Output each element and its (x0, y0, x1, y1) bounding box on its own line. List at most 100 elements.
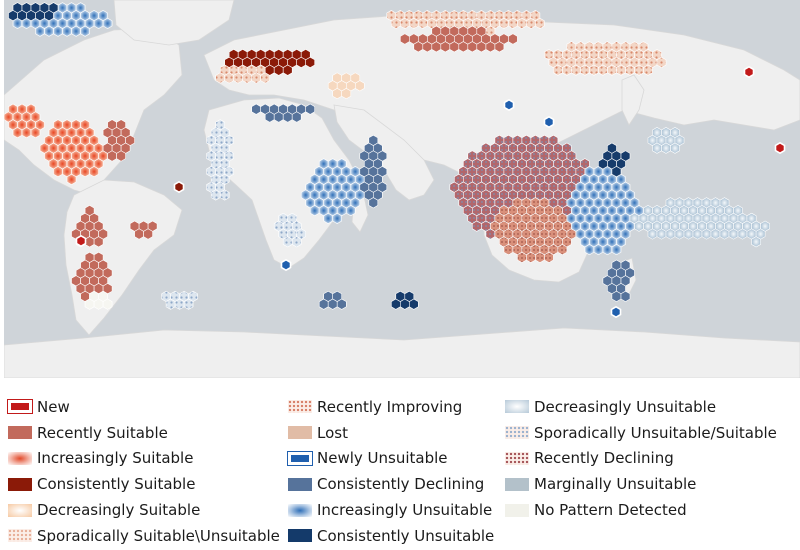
hex-cell (499, 17, 509, 29)
hex-cell (656, 228, 667, 240)
hex-cell (273, 111, 284, 123)
hex-cell (336, 298, 347, 310)
hex-cell (701, 228, 712, 240)
hex-cell (526, 251, 536, 263)
legend-swatch (8, 426, 32, 440)
hex-cell (508, 17, 518, 29)
hex-cell-highlight (503, 98, 515, 112)
legend-swatch (505, 477, 529, 491)
hex-cell (21, 127, 32, 139)
hex-cell-highlight (173, 180, 185, 194)
hex-cell (683, 228, 694, 240)
hex-cell (399, 298, 410, 310)
greenland (113, 0, 235, 46)
hex-cell (84, 236, 95, 248)
hex-cell (291, 236, 302, 248)
hex-cell (107, 150, 117, 162)
antarctica (4, 327, 800, 378)
legend-label: New (37, 397, 70, 416)
legend-item-marginally-unsuitable: Marginally Unsuitable (505, 471, 777, 497)
hex-cell (413, 41, 424, 53)
hex-cell (44, 25, 54, 37)
legend-label: Newly Unsuitable (317, 449, 448, 468)
hex-cell (143, 228, 153, 240)
hex-cell (471, 220, 482, 232)
legend-swatch (288, 503, 312, 517)
hex-cell (728, 228, 739, 240)
hex-cell (345, 205, 356, 217)
hex-cell (44, 10, 54, 22)
legend-swatch (288, 426, 312, 440)
hex-cell (53, 25, 63, 37)
legend-item-no-pattern-detected: No Pattern Detected (505, 497, 777, 523)
legend-swatch (287, 450, 313, 466)
hex-cell (35, 10, 45, 22)
hex-cell (12, 127, 23, 139)
hex-cell (368, 197, 379, 209)
hex-cell (710, 228, 721, 240)
map-svg (4, 0, 800, 378)
hex-cell (305, 103, 316, 115)
hex-cell (719, 228, 730, 240)
hex-cell (526, 17, 536, 29)
legend: New Recently Suitable Increasingly Suitabl… (0, 390, 800, 550)
hex-cell (305, 56, 316, 68)
legend-item-increasingly-unsuitable: Increasingly Unsuitable (288, 497, 494, 523)
legend-label: Recently Suitable (37, 423, 168, 442)
legend-label: Consistently Suitable (37, 475, 196, 494)
hex-cell (390, 298, 401, 310)
hex-cell (656, 56, 667, 68)
legend-label: Sporadically Suitable\Unsuitable (37, 526, 280, 545)
legend-item-lost: Lost (288, 420, 494, 446)
hex-cell (417, 17, 428, 29)
hex-cell (30, 127, 41, 139)
hex-cell (93, 236, 104, 248)
hex-cell (449, 41, 460, 53)
legend-label: Marginally Unsuitable (534, 475, 697, 494)
hex-cell (296, 56, 307, 68)
legend-item-sporadically-unsuitable-suitable: Sporadically Unsuitable/Suitable (505, 420, 777, 446)
hex-cell (17, 10, 27, 22)
legend-label: Sporadically Unsuitable/Suitable (534, 423, 777, 442)
hex-cell (102, 298, 113, 310)
hex-cell (422, 41, 433, 53)
world-map (4, 0, 800, 378)
hex-cell (332, 212, 343, 224)
japan (621, 74, 645, 126)
legend-swatch (8, 451, 32, 465)
hex-cell (508, 33, 518, 45)
hex-cell (584, 244, 595, 256)
legend-item-consistently-declining: Consistently Declining (288, 471, 494, 497)
hex-cell (440, 41, 451, 53)
hex-cell (215, 72, 225, 84)
legend-item-recently-suitable: Recently Suitable (8, 420, 280, 446)
hex-cell (602, 244, 613, 256)
hex-cell (282, 111, 293, 123)
hex-cell (224, 72, 234, 84)
legend-swatch (505, 503, 529, 517)
hex-cell (408, 17, 419, 29)
legend-column-2: Recently Improving Lost Newly Unsuitable Co… (287, 394, 494, 549)
legend-label: Consistently Declining (317, 475, 485, 494)
hex-cell (517, 251, 527, 263)
hex-cell (598, 158, 608, 170)
legend-swatch (505, 426, 529, 440)
hex-cell (458, 41, 469, 53)
hex-cell (535, 17, 545, 29)
legend-item-new: New (7, 394, 280, 420)
hex-cell (571, 64, 581, 76)
legend-column-1: New Recently Suitable Increasingly Suitabl… (7, 394, 280, 549)
hex-cell (66, 173, 77, 185)
hex-cell (467, 41, 478, 53)
hex-cell (26, 10, 36, 22)
hex-cell (219, 189, 230, 201)
hex-cell (692, 228, 703, 240)
hex-cell (535, 251, 545, 263)
hex-cell (134, 228, 144, 240)
legend-swatch (288, 529, 312, 543)
hex-cell (611, 290, 622, 302)
hex-cell (553, 64, 563, 76)
hex-cell (8, 10, 18, 22)
hex-cell (643, 64, 653, 76)
legend-label: Recently Declining (534, 449, 674, 468)
